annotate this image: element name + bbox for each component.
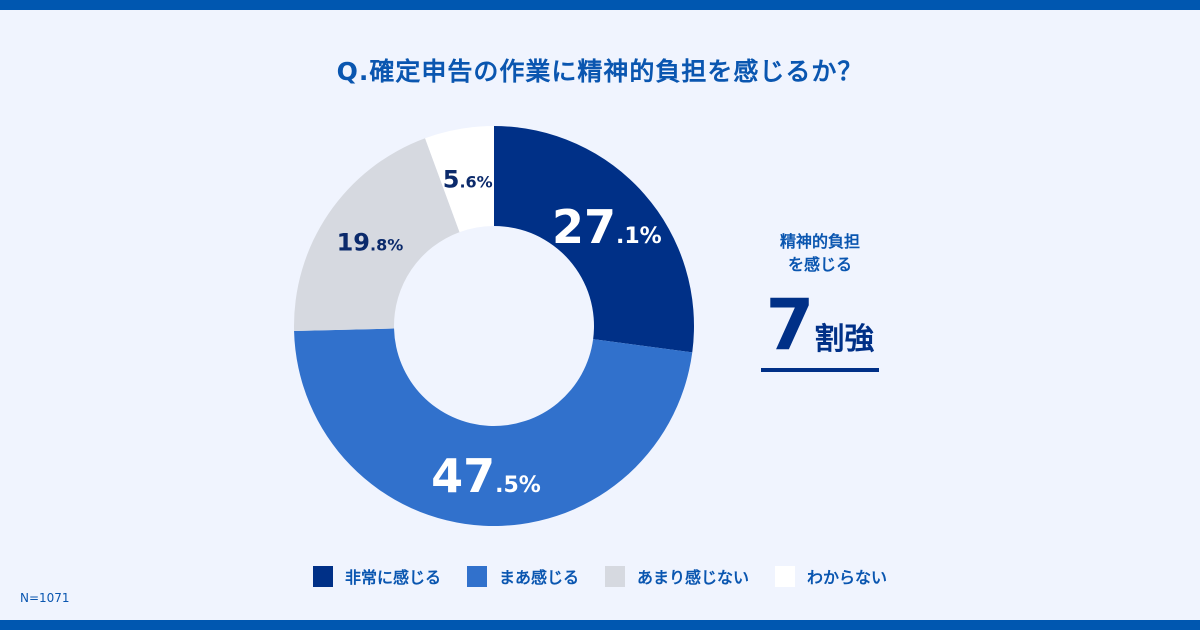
donut-slice — [294, 138, 460, 332]
legend-item: まあ感じる — [466, 564, 579, 588]
data-label: 27.1% — [552, 200, 662, 254]
legend-label: あまり感じない — [637, 568, 750, 587]
legend-swatch — [605, 565, 625, 587]
donut-slice — [294, 328, 693, 526]
legend-label: まあ感じる — [498, 568, 579, 587]
sample-size: N=1071 — [20, 591, 70, 605]
legend-item: 非常に感じる — [312, 564, 441, 588]
top-bar — [0, 0, 1200, 10]
legend-label: 非常に感じる — [344, 568, 441, 587]
data-label: 47.5% — [431, 449, 541, 503]
legend-item: あまり感じない — [605, 564, 749, 588]
legend-swatch — [775, 565, 796, 587]
summary-underline — [761, 368, 879, 372]
legend-item: わからない — [775, 564, 887, 588]
chart-title: Q.確定申告の作業に精神的負担を感じるか？ — [336, 57, 864, 86]
summary-callout: 精神的負担 を感じる 7割強 — [740, 230, 900, 372]
legend-swatch — [466, 565, 487, 587]
legend-swatch — [312, 565, 333, 587]
data-label: 19.8% — [337, 229, 404, 257]
summary-line2: を感じる — [787, 255, 852, 274]
donut-slice — [425, 126, 494, 233]
summary-line1: 精神的負担 — [779, 232, 860, 251]
data-label: 5.6% — [443, 165, 493, 193]
bottom-bar — [0, 620, 1200, 630]
donut-slice — [494, 126, 694, 353]
summary-unit: 割強 — [814, 322, 875, 357]
legend: 非常に感じる まあ感じる あまり感じない わからない — [0, 564, 1200, 588]
summary-number: 7 — [765, 284, 815, 366]
legend-label: わからない — [807, 568, 888, 587]
